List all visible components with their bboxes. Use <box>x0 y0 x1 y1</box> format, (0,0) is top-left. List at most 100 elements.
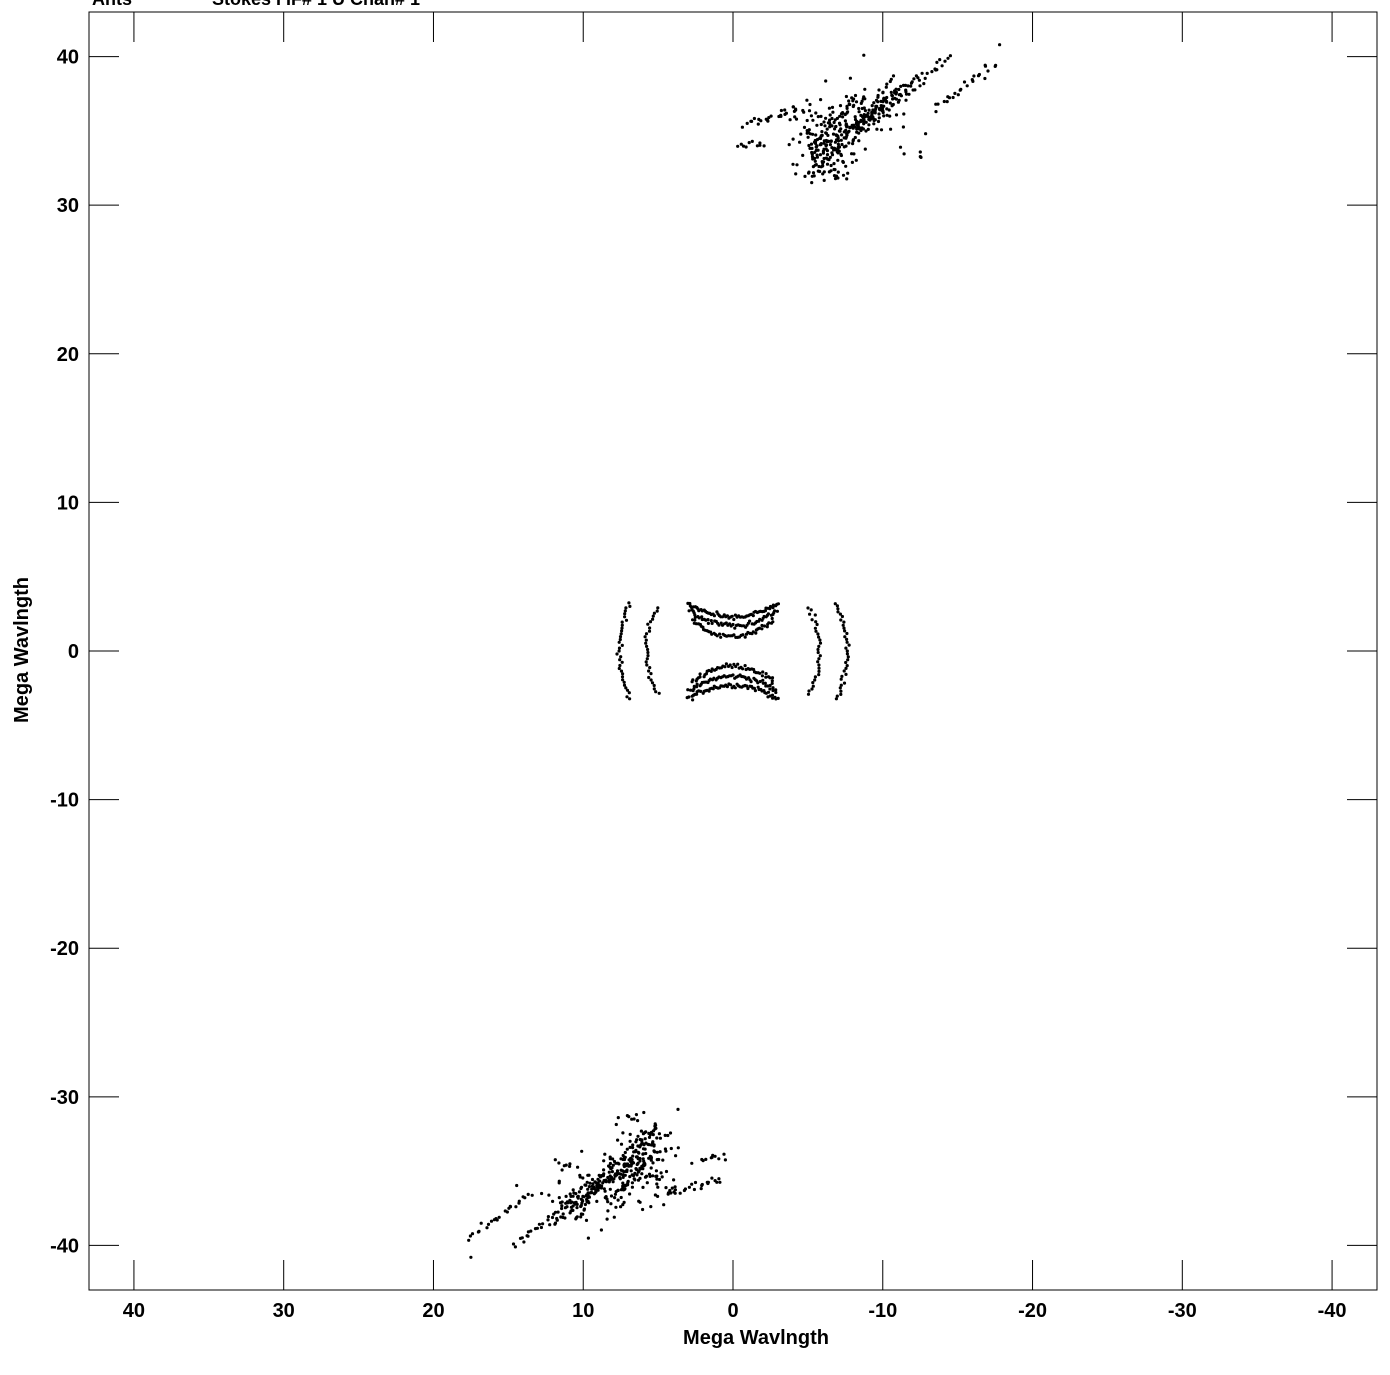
uv-point <box>639 1129 644 1133</box>
uv-point <box>764 606 768 610</box>
uv-point <box>641 1132 646 1136</box>
uv-point <box>621 1131 625 1135</box>
uv-point <box>948 54 953 58</box>
uv-point <box>813 159 817 163</box>
uv-point <box>867 123 871 127</box>
uv-point <box>643 1147 647 1151</box>
uv-point <box>853 135 857 140</box>
uv-point <box>668 1131 673 1135</box>
uv-point <box>722 1152 726 1156</box>
uv-point <box>658 1150 662 1154</box>
uv-point <box>819 98 823 102</box>
uv-point <box>893 89 897 93</box>
uv-point <box>834 125 838 129</box>
uv-point <box>635 1173 639 1177</box>
uv-point <box>820 130 824 134</box>
uv-point <box>842 626 846 630</box>
uv-point <box>633 1178 637 1182</box>
uv-point <box>875 127 879 131</box>
uv-point <box>637 1151 641 1155</box>
uv-point <box>838 612 843 616</box>
uv-point <box>485 1226 489 1230</box>
uv-point <box>817 663 821 667</box>
uv-point <box>810 618 814 622</box>
uv-point <box>771 603 776 607</box>
uv-point <box>622 683 627 687</box>
uv-point <box>636 1134 640 1138</box>
uv-point <box>845 664 849 668</box>
uv-point <box>829 163 833 168</box>
uv-point <box>613 1192 618 1196</box>
uv-point <box>621 672 625 676</box>
uv-point <box>609 1202 613 1206</box>
uv-point <box>749 119 753 123</box>
uv-point <box>922 82 926 86</box>
uv-point <box>696 615 700 619</box>
uv-point <box>824 79 828 83</box>
uv-point <box>615 1173 619 1177</box>
uv-point <box>845 652 850 656</box>
uv-point <box>655 1174 659 1178</box>
uv-point <box>889 127 893 131</box>
uv-point <box>625 695 629 699</box>
uv-point <box>666 1133 670 1138</box>
uv-point <box>560 1168 564 1172</box>
uv-point <box>813 678 817 682</box>
uv-point <box>852 152 856 156</box>
uv-point <box>695 685 699 689</box>
uv-point <box>879 99 883 103</box>
uv-point <box>692 1187 697 1192</box>
uv-point <box>602 1159 606 1163</box>
uv-point <box>830 124 834 128</box>
uv-point <box>832 174 837 178</box>
uv-point <box>771 688 775 693</box>
uv-point <box>854 100 859 104</box>
uv-point <box>765 118 770 122</box>
uv-point <box>819 142 823 147</box>
uv-point <box>924 132 928 136</box>
uv-point <box>630 1173 634 1177</box>
uv-point <box>644 641 648 645</box>
uv-point <box>733 686 737 690</box>
uv-point <box>795 163 799 167</box>
uv-point <box>868 116 872 120</box>
uv-point <box>943 59 947 63</box>
uv-point <box>596 1188 600 1192</box>
uv-point <box>897 87 901 92</box>
uv-point <box>885 107 889 111</box>
uv-point <box>854 158 858 162</box>
uv-point <box>647 669 651 673</box>
uv-point <box>835 604 840 608</box>
uv-point <box>791 162 795 166</box>
uv-point <box>863 97 867 101</box>
uv-point <box>568 1164 572 1168</box>
uv-point <box>660 1175 664 1179</box>
header-left: Ants <box>92 0 132 9</box>
uv-point <box>904 98 908 102</box>
uv-point <box>582 1208 586 1212</box>
uv-point <box>652 1149 656 1154</box>
uv-point <box>811 171 816 175</box>
uv-point <box>763 681 767 685</box>
uv-point <box>690 1161 694 1165</box>
uv-point <box>834 133 839 137</box>
uv-point <box>845 631 849 636</box>
uv-point <box>983 76 987 81</box>
uv-point <box>690 608 694 612</box>
uv-point <box>514 1205 518 1209</box>
y-tick-label: 40 <box>57 47 79 69</box>
uv-point <box>891 74 896 78</box>
uv-point <box>644 1141 648 1145</box>
uv-point <box>664 1169 669 1174</box>
uv-point <box>956 93 960 97</box>
uv-point <box>871 115 875 119</box>
uv-point <box>648 1174 652 1178</box>
uv-point <box>885 100 889 104</box>
uv-point <box>646 622 650 626</box>
uv-point <box>682 1188 687 1193</box>
uv-point <box>726 623 730 627</box>
uv-point <box>998 43 1002 47</box>
uv-point <box>798 140 802 144</box>
uv-point <box>811 681 815 685</box>
uv-point <box>830 151 834 155</box>
